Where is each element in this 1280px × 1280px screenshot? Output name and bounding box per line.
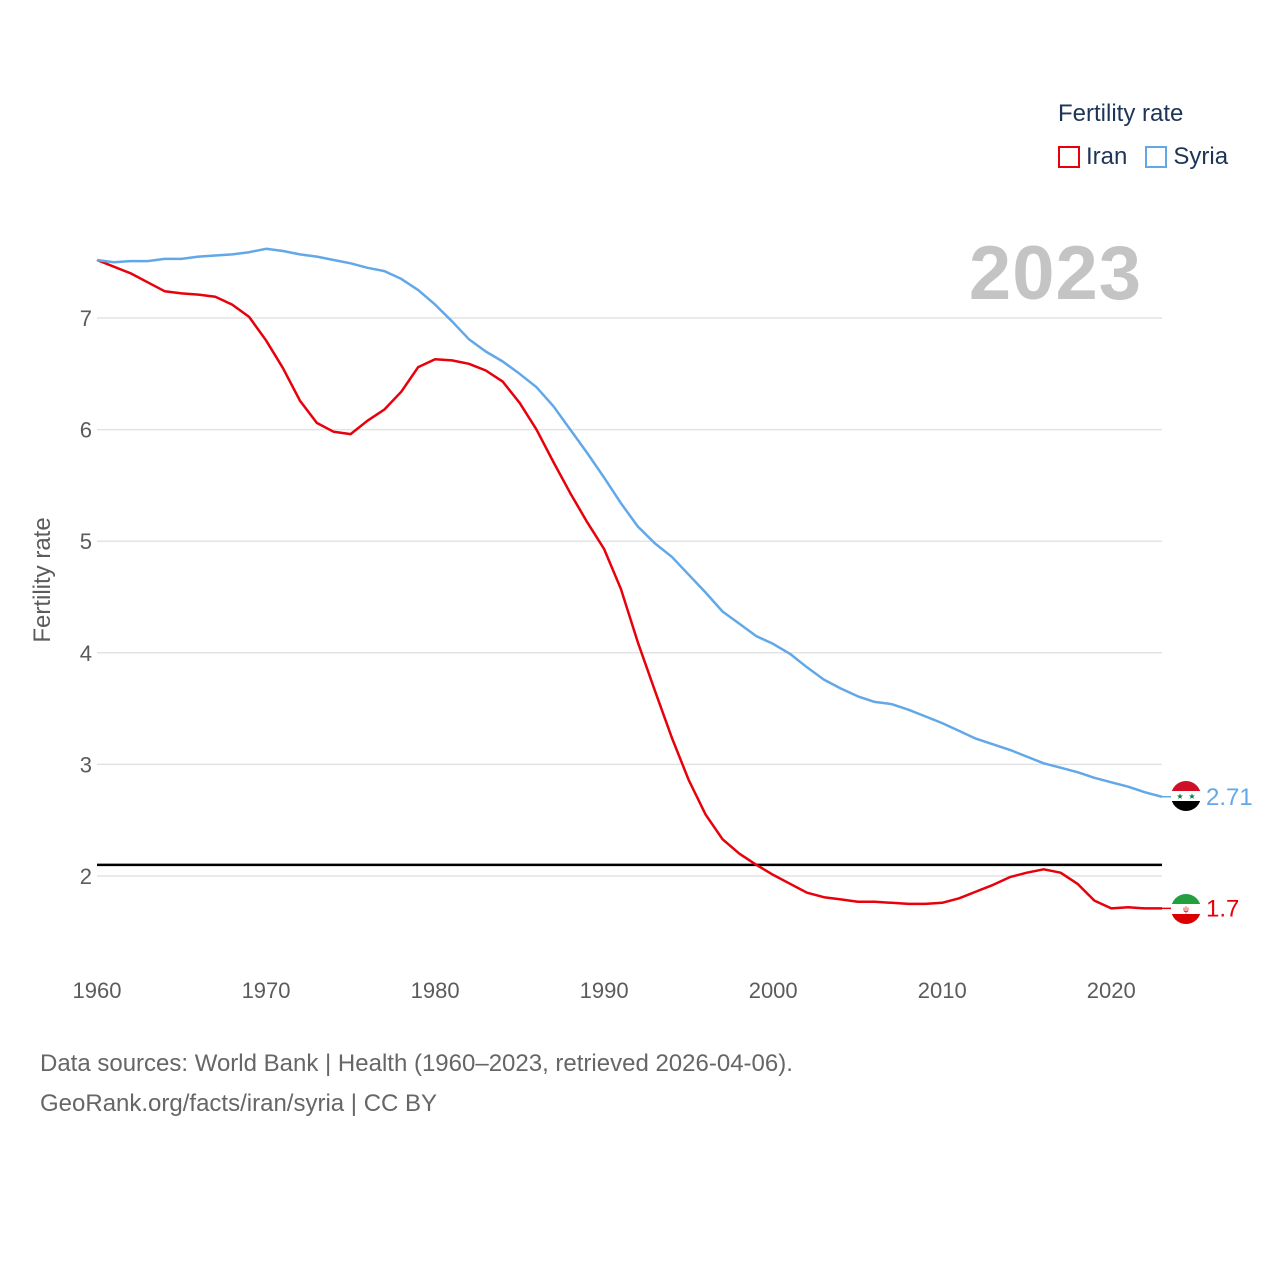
x-tick-label: 1970 <box>242 978 291 1003</box>
y-tick-label: 3 <box>80 752 92 777</box>
series-line-iran[interactable] <box>96 258 1162 910</box>
y-tick-label: 7 <box>80 306 92 331</box>
data-sources-text: Data sources: World Bank | Health (1960–… <box>40 1050 793 1077</box>
legend-item-iran[interactable]: Iran <box>1058 143 1127 171</box>
x-tick-label: 2010 <box>918 978 967 1003</box>
x-tick-label: 1990 <box>580 978 629 1003</box>
svg-text:ψ: ψ <box>1183 905 1189 914</box>
y-tick-label: 2 <box>80 864 92 889</box>
legend-label-iran: Iran <box>1086 143 1128 170</box>
legend-title: Fertility rate <box>1058 100 1184 127</box>
gridlines <box>97 317 1162 877</box>
axis-ticks: 2 3 4 5 6 7 1960 1970 1980 1990 2000 2010 2020 <box>73 306 1136 1003</box>
y-tick-label: 6 <box>80 418 92 443</box>
end-value-label-syria: 2.71 <box>1206 784 1253 811</box>
legend-swatch-iran <box>1058 146 1080 168</box>
syria-flag-icon: ★ ★ <box>1171 781 1201 811</box>
legend-label-syria: Syria <box>1173 143 1229 170</box>
legend: Iran Syria <box>1058 143 1228 171</box>
footer: Data sources: World Bank | Health (1960–… <box>40 1044 793 1124</box>
x-tick-label: 1960 <box>73 978 122 1003</box>
x-tick-label: 2020 <box>1087 978 1136 1003</box>
series-line-syria[interactable] <box>96 247 1163 799</box>
end-labels: 1.7 2.71 <box>1206 784 1253 923</box>
svg-text:★: ★ <box>1176 792 1183 801</box>
source-link[interactable]: GeoRank.org/facts/iran/syria | CC BY <box>40 1090 438 1117</box>
x-tick-label: 1980 <box>411 978 460 1003</box>
legend-item-syria[interactable]: Syria <box>1145 143 1228 171</box>
end-value-label-iran: 1.7 <box>1206 895 1239 922</box>
legend-swatch-syria <box>1145 146 1168 168</box>
svg-text:★: ★ <box>1188 792 1195 801</box>
series-group <box>96 247 1171 910</box>
y-tick-label: 5 <box>80 529 92 554</box>
y-tick-label: 4 <box>80 641 92 666</box>
iran-flag-icon: ψ <box>1171 894 1201 924</box>
year-watermark: 2023 <box>968 231 1142 316</box>
x-tick-label: 2000 <box>749 978 798 1003</box>
y-axis-title: Fertility rate <box>29 517 56 642</box>
